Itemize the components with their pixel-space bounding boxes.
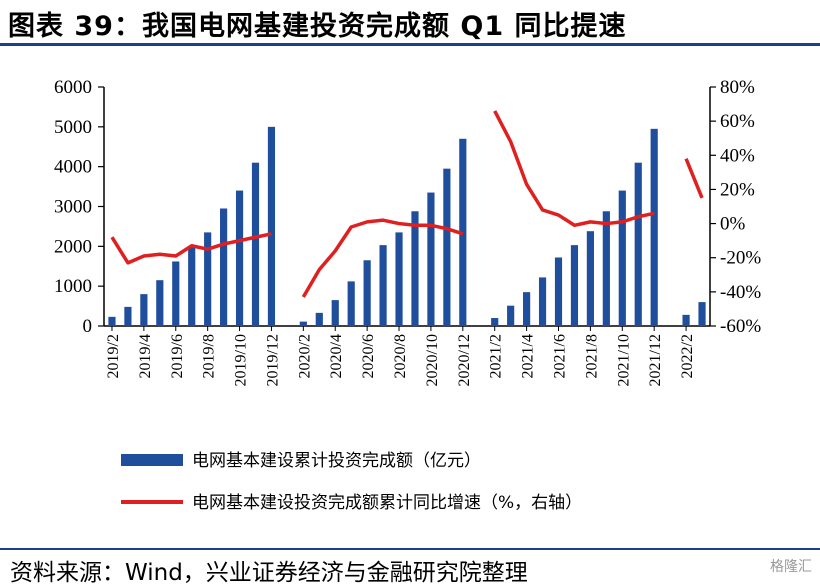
bar <box>507 305 515 326</box>
bar <box>251 162 260 326</box>
x-tick-label: 2019/12 <box>264 334 281 386</box>
x-tick-label: 2020/6 <box>360 334 377 378</box>
x-tick-label: 2020/12 <box>456 334 473 386</box>
bar <box>682 314 690 326</box>
x-tick-label: 2020/2 <box>296 334 313 378</box>
x-tick-label: 2021/6 <box>552 334 569 378</box>
bar <box>602 211 610 326</box>
x-tick-label: 2021/12 <box>647 334 664 386</box>
y-right-tick-label: 40% <box>720 145 755 166</box>
axis-ticks: 0 1000 2000 3000 4000 5000 6000 -60% -40% -20% 0% 2… <box>54 77 761 386</box>
bar <box>124 306 132 326</box>
bar <box>586 231 594 326</box>
y-right-tick-label: -60% <box>720 316 761 337</box>
bar <box>267 126 276 326</box>
header-divider <box>0 43 820 46</box>
x-tick-label: 2019/2 <box>105 334 122 378</box>
bar <box>235 190 244 326</box>
bar <box>491 318 499 326</box>
line-segment <box>301 218 464 298</box>
y-left-tick-label: 2000 <box>54 236 92 257</box>
x-tick-label: 2019/4 <box>137 334 154 378</box>
bar <box>634 162 642 326</box>
bar <box>538 277 547 326</box>
x-tick-label: 2022/2 <box>679 334 696 378</box>
x-tick-label: 2020/10 <box>424 334 441 386</box>
y-left-tick-label: 0 <box>83 316 93 337</box>
chart-title: 图表 39：我国电网基建投资完成额 Q1 同比提速 <box>8 11 627 42</box>
x-tick-label: 2020/8 <box>392 334 409 378</box>
bar <box>554 257 563 326</box>
y-left-tick-label: 5000 <box>54 117 92 138</box>
bar <box>698 302 706 326</box>
x-tick-label: 2021/4 <box>520 334 537 378</box>
bar <box>331 300 339 326</box>
line-segment <box>684 158 704 199</box>
y-left-tick-label: 6000 <box>54 77 92 98</box>
x-tick-label: 2019/8 <box>201 334 218 378</box>
bar <box>363 260 371 326</box>
y-left-tick-label: 4000 <box>54 157 92 178</box>
bar <box>220 208 228 326</box>
chart-area: 0 1000 2000 3000 4000 5000 6000 -60% -40% -20% 0% 2… <box>54 77 761 513</box>
bar <box>188 246 196 326</box>
x-tick-label: 2019/6 <box>169 334 186 378</box>
bar <box>379 245 387 326</box>
bar <box>427 192 435 326</box>
y-left-tick-label: 1000 <box>54 276 92 297</box>
y-right-tick-label: 80% <box>720 77 755 98</box>
bar <box>523 292 531 326</box>
bar <box>204 232 212 326</box>
chart-header: 图表 39：我国电网基建投资完成额 Q1 同比提速 <box>0 0 820 46</box>
bar <box>570 245 579 326</box>
x-tick-label: 2021/8 <box>583 334 600 378</box>
legend-bar-swatch <box>121 454 183 466</box>
y-right-tick-label: -40% <box>720 282 761 303</box>
legend: 电网基本建设累计投资完成额（亿元） 电网基本建设投资完成额累计同比增速（%，右轴） <box>121 451 582 513</box>
bar <box>299 321 307 326</box>
bar <box>650 128 658 326</box>
line-segment <box>493 110 655 228</box>
bar <box>347 281 355 326</box>
line-segment <box>110 232 272 265</box>
bar <box>443 168 451 326</box>
bar <box>140 294 148 326</box>
x-tick-label: 2021/2 <box>488 334 505 378</box>
bar-series <box>108 126 706 326</box>
bar <box>172 261 180 326</box>
y-right-tick-label: 0% <box>720 214 746 235</box>
bar <box>395 232 403 326</box>
y-right-tick-label: 60% <box>720 111 755 132</box>
bar <box>411 211 419 326</box>
legend-bar-label: 电网基本建设累计投资完成额（亿元） <box>192 451 481 471</box>
bar <box>618 190 626 326</box>
legend-line-label: 电网基本建设投资完成额累计同比增速（%，右轴） <box>192 493 582 513</box>
y-right-tick-label: 20% <box>720 179 755 200</box>
y-right-tick-label: -20% <box>720 248 761 269</box>
bar <box>156 280 164 326</box>
source-note: 资料来源：Wind，兴业证券经济与金融研究院整理 <box>10 560 528 586</box>
watermark-logo: 格隆汇 <box>770 559 812 575</box>
bar <box>108 316 116 326</box>
footer-divider <box>0 548 820 550</box>
x-tick-label: 2020/4 <box>328 334 345 378</box>
x-tick-label: 2021/10 <box>615 334 632 386</box>
bar <box>315 312 323 326</box>
x-tick-label: 2019/10 <box>233 334 250 386</box>
y-left-tick-label: 3000 <box>54 197 92 218</box>
line-series <box>110 110 704 298</box>
